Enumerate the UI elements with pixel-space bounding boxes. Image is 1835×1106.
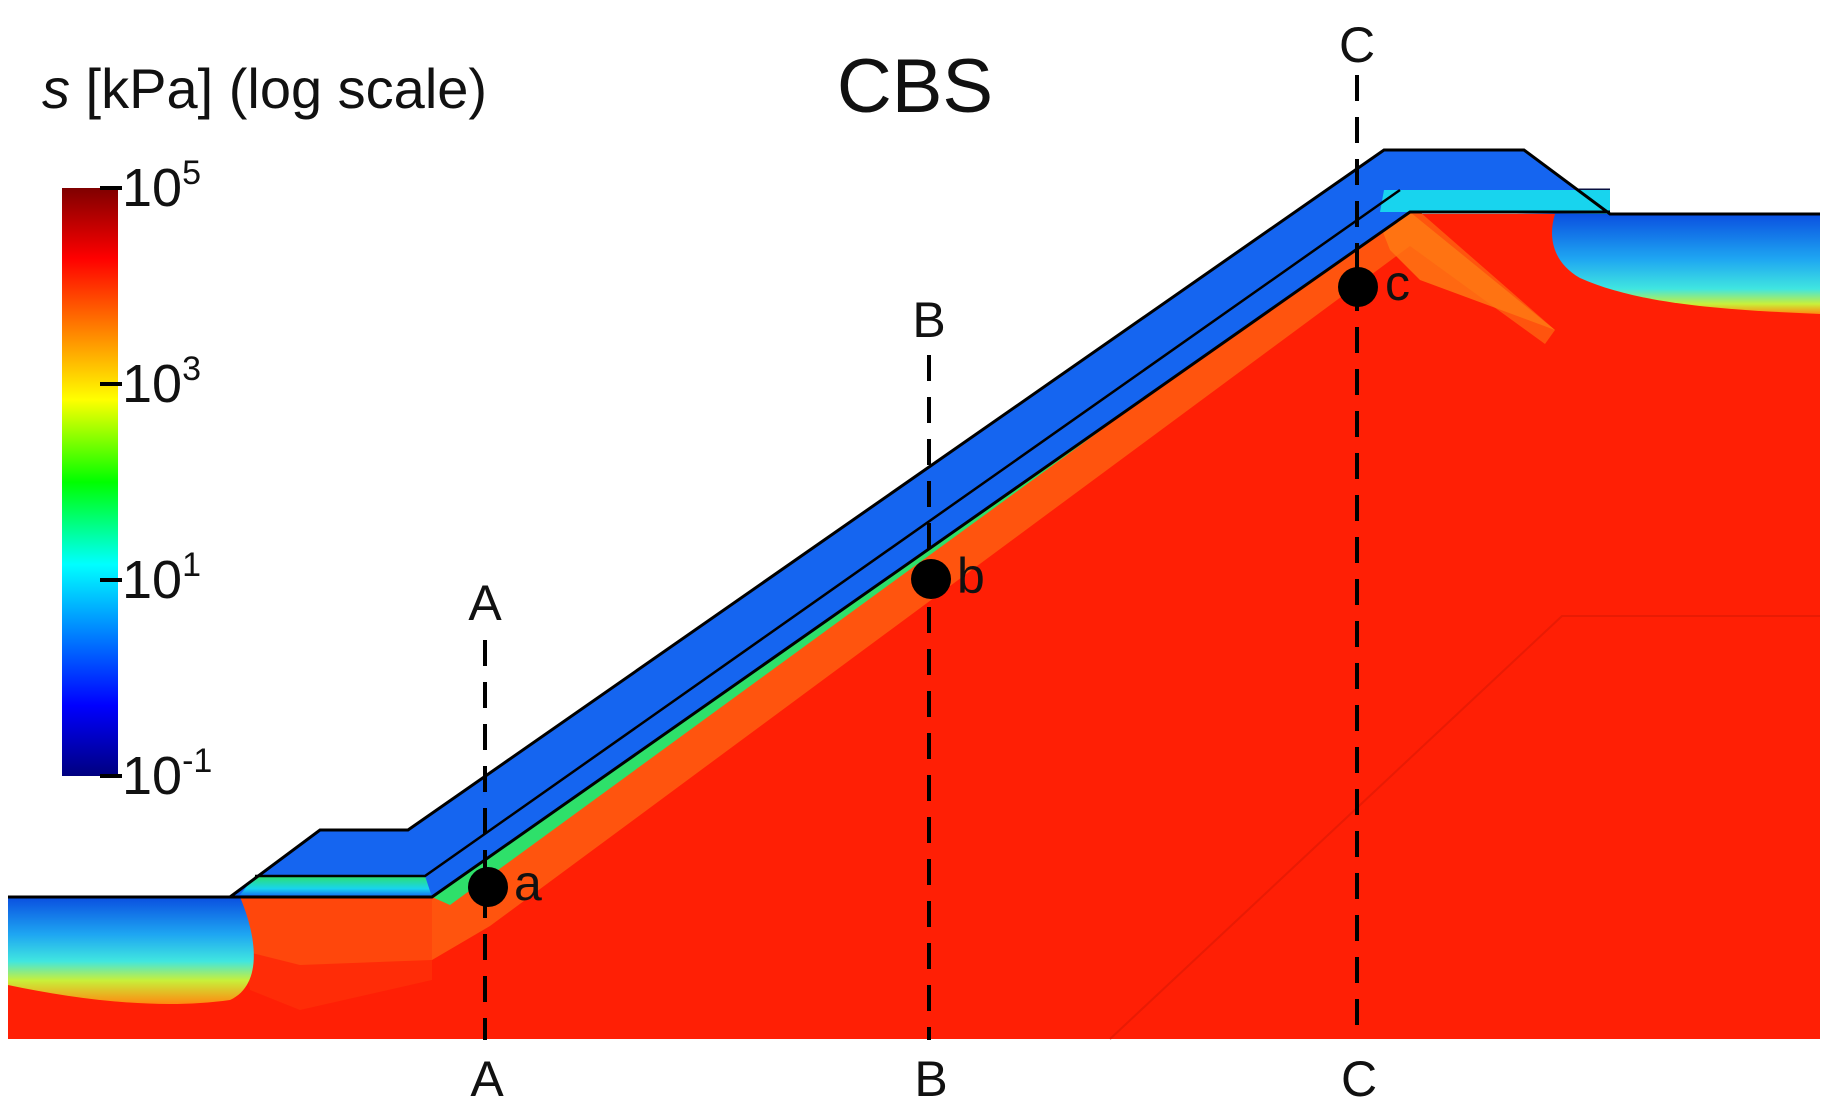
point-label-c: c (1385, 255, 1410, 311)
point-marker-c (1338, 267, 1378, 307)
colorbar-tick-label-3: 10-1 (122, 742, 212, 806)
left-pool-zone (8, 897, 254, 1005)
colorbar-tick-label-1: 103 (122, 350, 201, 414)
cover-crest-strip (1380, 190, 1610, 214)
cover-layer (230, 150, 1610, 897)
toe-region-band (240, 897, 432, 1010)
section-label-a-top: A (468, 575, 502, 631)
point-label-b: b (957, 548, 985, 604)
section-label-b-bottom: B (914, 1051, 947, 1106)
cover-inner-outline (255, 188, 1401, 878)
colorbar-tick-label-0: 105 (122, 154, 201, 218)
colorbar: s [kPa] (log scale) 105 103 101 10-1 (42, 57, 487, 806)
point-label-a: a (514, 855, 542, 911)
colorbar-label: s [kPa] (log scale) (42, 57, 487, 120)
section-label-c-bottom: C (1341, 1051, 1377, 1106)
colorbar-label-unit: [kPa] (log scale) (70, 57, 487, 120)
colorbar-tick-label-2: 101 (122, 546, 201, 610)
slope-body (8, 212, 1820, 1039)
section-label-a-bottom: A (470, 1051, 504, 1106)
figure-title: CBS (837, 44, 993, 129)
toe-berm-fill (240, 876, 432, 897)
monitoring-points: a b c (468, 255, 1410, 911)
colorbar-gradient (62, 188, 118, 776)
crest-orange-band (1375, 212, 1555, 330)
section-label-b-top: B (912, 292, 945, 348)
right-pool-zone (1551, 214, 1820, 314)
point-marker-b (911, 559, 951, 599)
internal-mesh-line (1109, 615, 1820, 1040)
slope-surface-outline (230, 210, 1610, 899)
model-domain (8, 148, 1820, 1040)
colorbar-label-symbol: s (42, 57, 70, 120)
slope-orange-band (235, 212, 1555, 965)
cover-outline (229, 148, 1820, 899)
section-label-c-top: C (1339, 17, 1375, 73)
section-lines: A B C A B C (468, 17, 1377, 1106)
point-marker-a (468, 867, 508, 907)
